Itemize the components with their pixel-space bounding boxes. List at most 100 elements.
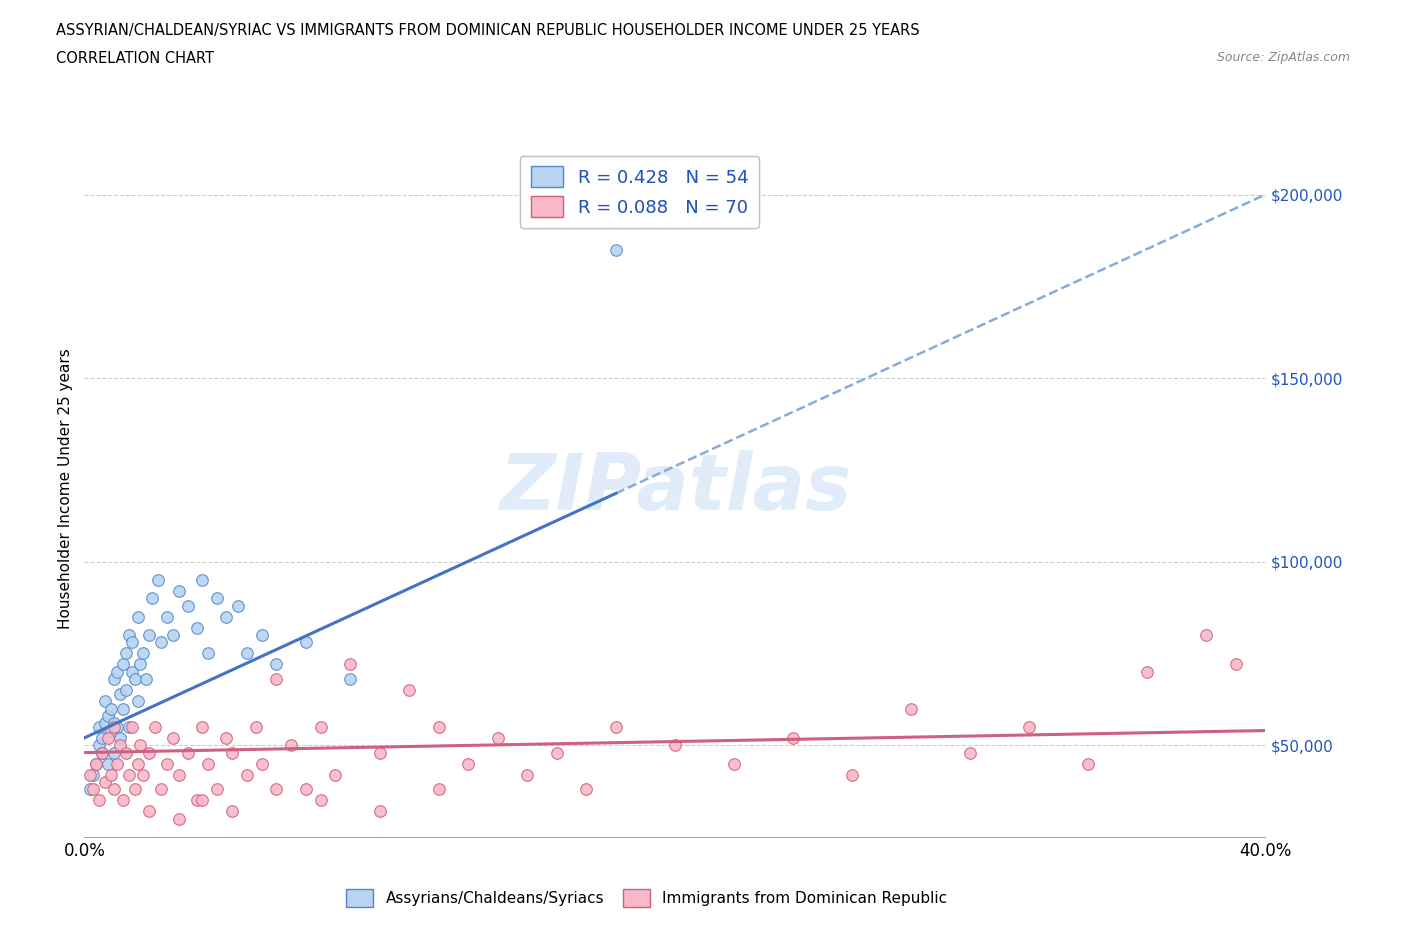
Point bbox=[82, 767, 104, 782]
Point bbox=[368, 804, 391, 818]
Point bbox=[782, 730, 804, 745]
Point bbox=[516, 767, 538, 782]
Point bbox=[664, 737, 686, 752]
Point bbox=[264, 671, 288, 686]
Point bbox=[121, 664, 143, 679]
Point bbox=[132, 767, 155, 782]
Point bbox=[250, 756, 273, 771]
Point bbox=[205, 782, 228, 797]
Point bbox=[82, 782, 104, 797]
Point bbox=[191, 573, 214, 588]
Point bbox=[186, 620, 208, 635]
Point bbox=[457, 756, 479, 771]
Point bbox=[118, 628, 141, 643]
Point bbox=[118, 767, 141, 782]
Point bbox=[1018, 720, 1040, 735]
Point bbox=[103, 716, 125, 731]
Point bbox=[1136, 664, 1159, 679]
Point bbox=[108, 737, 131, 752]
Point bbox=[94, 694, 117, 709]
Point bbox=[295, 635, 318, 650]
Point bbox=[84, 756, 107, 771]
Point bbox=[723, 756, 745, 771]
Point bbox=[132, 646, 155, 661]
Point bbox=[186, 793, 208, 808]
Point bbox=[167, 811, 190, 826]
Point bbox=[114, 683, 136, 698]
Point bbox=[97, 730, 120, 745]
Legend: R = 0.428   N = 54, R = 0.088   N = 70: R = 0.428 N = 54, R = 0.088 N = 70 bbox=[520, 155, 759, 228]
Point bbox=[79, 767, 101, 782]
Point bbox=[191, 793, 214, 808]
Point bbox=[91, 730, 114, 745]
Point bbox=[138, 804, 160, 818]
Point bbox=[141, 591, 163, 605]
Point bbox=[127, 609, 149, 624]
Point bbox=[959, 745, 981, 760]
Point bbox=[156, 609, 179, 624]
Point bbox=[97, 709, 120, 724]
Point bbox=[197, 756, 219, 771]
Point bbox=[235, 767, 259, 782]
Point bbox=[368, 745, 391, 760]
Point bbox=[191, 720, 214, 735]
Point bbox=[103, 720, 125, 735]
Point bbox=[111, 657, 134, 671]
Point bbox=[97, 756, 120, 771]
Y-axis label: Householder Income Under 25 years: Householder Income Under 25 years bbox=[58, 348, 73, 629]
Point bbox=[129, 657, 152, 671]
Point bbox=[129, 737, 152, 752]
Point bbox=[100, 701, 122, 716]
Point bbox=[605, 720, 627, 735]
Point bbox=[114, 745, 136, 760]
Point bbox=[127, 756, 149, 771]
Point bbox=[427, 782, 450, 797]
Point bbox=[143, 720, 166, 735]
Point bbox=[87, 737, 111, 752]
Point bbox=[900, 701, 922, 716]
Point bbox=[167, 584, 190, 599]
Point bbox=[575, 782, 598, 797]
Point bbox=[105, 664, 128, 679]
Point bbox=[427, 720, 450, 735]
Text: ZIPatlas: ZIPatlas bbox=[499, 450, 851, 526]
Point bbox=[339, 657, 361, 671]
Point bbox=[841, 767, 863, 782]
Point bbox=[100, 724, 122, 738]
Text: CORRELATION CHART: CORRELATION CHART bbox=[56, 51, 214, 66]
Point bbox=[221, 745, 243, 760]
Point bbox=[546, 745, 568, 760]
Point bbox=[121, 720, 143, 735]
Point bbox=[94, 716, 117, 731]
Point bbox=[162, 730, 184, 745]
Point bbox=[398, 683, 420, 698]
Point bbox=[114, 646, 136, 661]
Point bbox=[323, 767, 347, 782]
Point bbox=[1077, 756, 1099, 771]
Point bbox=[309, 793, 332, 808]
Point bbox=[162, 628, 184, 643]
Point bbox=[84, 756, 107, 771]
Point bbox=[148, 573, 170, 588]
Point bbox=[108, 730, 131, 745]
Point bbox=[103, 745, 125, 760]
Point bbox=[177, 745, 200, 760]
Point bbox=[108, 686, 131, 701]
Legend: Assyrians/Chaldeans/Syriacs, Immigrants from Dominican Republic: Assyrians/Chaldeans/Syriacs, Immigrants … bbox=[340, 884, 953, 913]
Point bbox=[339, 671, 361, 686]
Point bbox=[118, 720, 141, 735]
Point bbox=[205, 591, 228, 605]
Point bbox=[121, 635, 143, 650]
Point bbox=[235, 646, 259, 661]
Point bbox=[124, 671, 146, 686]
Point bbox=[156, 756, 179, 771]
Point bbox=[79, 782, 101, 797]
Point bbox=[100, 767, 122, 782]
Point bbox=[138, 628, 160, 643]
Point bbox=[91, 745, 114, 760]
Point bbox=[127, 694, 149, 709]
Point bbox=[486, 730, 509, 745]
Point bbox=[103, 782, 125, 797]
Point bbox=[245, 720, 267, 735]
Point bbox=[264, 657, 288, 671]
